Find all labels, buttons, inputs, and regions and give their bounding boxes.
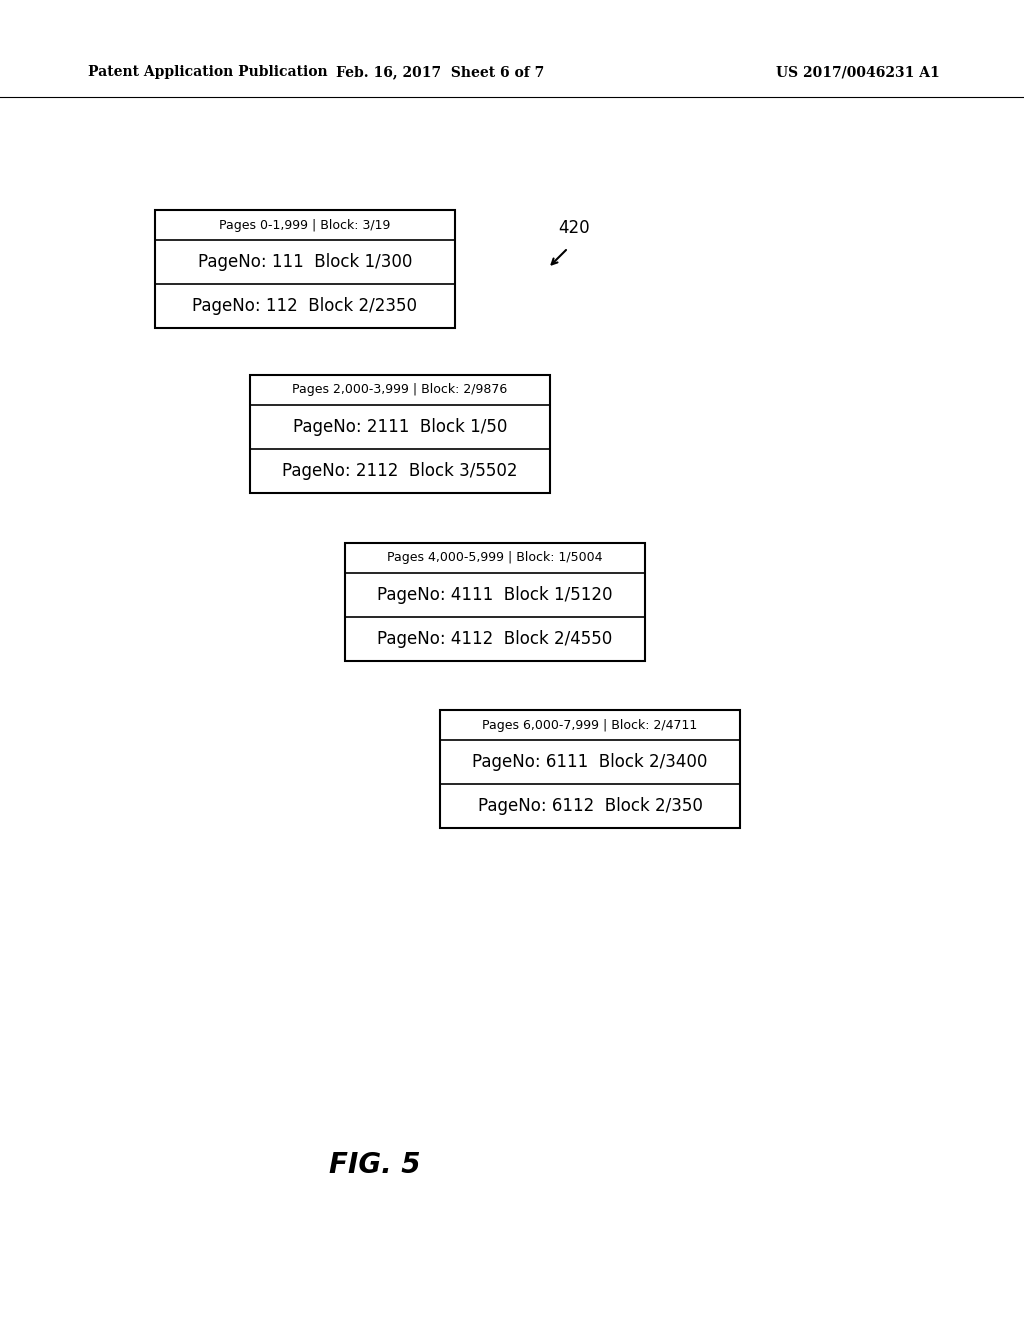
Bar: [250, 375, 550, 492]
Text: 420: 420: [558, 219, 590, 238]
Text: FIG. 5: FIG. 5: [330, 1151, 421, 1179]
Text: PageNo: 4112  Block 2/4550: PageNo: 4112 Block 2/4550: [378, 630, 612, 648]
Text: PageNo: 2111  Block 1/50: PageNo: 2111 Block 1/50: [293, 418, 507, 436]
Text: PageNo: 4111  Block 1/5120: PageNo: 4111 Block 1/5120: [377, 586, 612, 605]
Text: US 2017/0046231 A1: US 2017/0046231 A1: [776, 65, 940, 79]
Text: PageNo: 112  Block 2/2350: PageNo: 112 Block 2/2350: [193, 297, 418, 315]
Text: Feb. 16, 2017  Sheet 6 of 7: Feb. 16, 2017 Sheet 6 of 7: [336, 65, 544, 79]
Bar: [440, 710, 740, 828]
Text: Pages 6,000-7,999 | Block: 2/4711: Pages 6,000-7,999 | Block: 2/4711: [482, 718, 697, 731]
Bar: [345, 543, 645, 661]
Bar: [155, 210, 455, 327]
Text: Pages 4,000-5,999 | Block: 1/5004: Pages 4,000-5,999 | Block: 1/5004: [387, 552, 603, 565]
Text: PageNo: 6111  Block 2/3400: PageNo: 6111 Block 2/3400: [472, 752, 708, 771]
Text: Pages 2,000-3,999 | Block: 2/9876: Pages 2,000-3,999 | Block: 2/9876: [293, 384, 508, 396]
Text: PageNo: 2112  Block 3/5502: PageNo: 2112 Block 3/5502: [283, 462, 518, 480]
Text: PageNo: 111  Block 1/300: PageNo: 111 Block 1/300: [198, 253, 413, 271]
Text: PageNo: 6112  Block 2/350: PageNo: 6112 Block 2/350: [477, 797, 702, 814]
Text: Pages 0-1,999 | Block: 3/19: Pages 0-1,999 | Block: 3/19: [219, 219, 391, 231]
Text: Patent Application Publication: Patent Application Publication: [88, 65, 328, 79]
